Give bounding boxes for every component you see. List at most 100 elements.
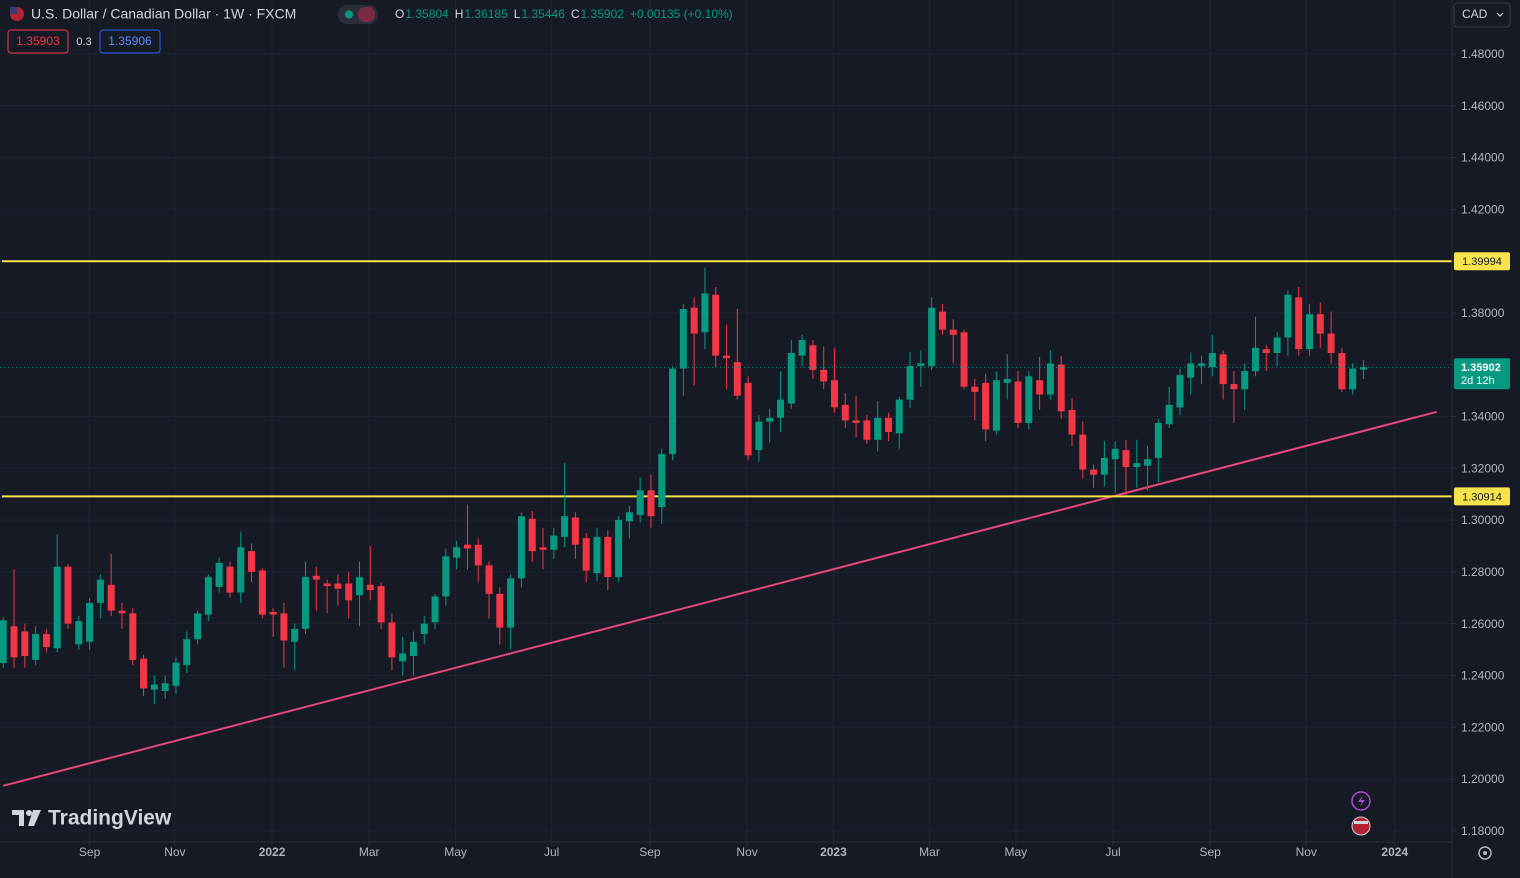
candle-body xyxy=(463,544,471,549)
candle-body xyxy=(712,294,720,356)
candle-body xyxy=(302,577,310,629)
buy-price[interactable]: 1.35906 xyxy=(108,34,152,48)
ohlc-value: 1.36185 xyxy=(464,7,508,21)
candle-body xyxy=(312,575,320,580)
candle-body xyxy=(874,417,882,440)
candle-body xyxy=(485,565,493,594)
candle-body xyxy=(852,420,860,423)
candle-body xyxy=(798,340,806,356)
candle-body xyxy=(204,577,212,615)
candle-body xyxy=(150,684,158,690)
candle-body xyxy=(733,362,741,396)
candle-body xyxy=(1359,367,1367,370)
candle-body xyxy=(820,369,828,382)
x-tick-label: Sep xyxy=(79,845,101,859)
brand[interactable]: TradingView xyxy=(12,807,172,830)
candle-body xyxy=(409,641,417,657)
countdown: 2d 12h xyxy=(1461,375,1495,387)
x-tick-label: Mar xyxy=(919,845,940,859)
candle-body xyxy=(895,399,903,434)
currency-select[interactable]: CAD xyxy=(1453,2,1511,28)
market-status xyxy=(345,10,353,19)
candle-body xyxy=(53,566,61,649)
sell-button[interactable] xyxy=(7,29,69,54)
candle-body xyxy=(1165,404,1173,425)
candle-body xyxy=(723,355,731,359)
candle-body xyxy=(582,538,590,571)
axes: 1.18000 1.20000 1.22000 1.24000 1.26000 1.280… xyxy=(79,47,1510,859)
candle-body xyxy=(625,512,633,522)
candle-body xyxy=(1025,376,1033,423)
buy-button[interactable] xyxy=(99,29,161,54)
candle-body xyxy=(517,516,525,579)
candle-body xyxy=(755,421,763,451)
candle-body xyxy=(334,583,342,589)
candle-body xyxy=(561,516,569,537)
ohlc-value: 1.35446 xyxy=(521,7,565,21)
candle-body xyxy=(1003,378,1011,383)
candle-body xyxy=(777,399,785,418)
candle-body xyxy=(453,547,461,558)
last-price-label: 1.35902 xyxy=(1461,362,1501,374)
candle-body xyxy=(550,535,558,550)
x-tick-label: Mar xyxy=(359,845,380,859)
candle-body xyxy=(1154,422,1162,458)
candle-body xyxy=(571,517,579,545)
trendline xyxy=(2,410,1438,787)
x-tick-label: Nov xyxy=(164,845,185,859)
brand-logo xyxy=(12,810,24,826)
candle-body xyxy=(884,417,892,433)
ohlc-key: H xyxy=(455,7,464,21)
change: +0.00135 (+0.10%) xyxy=(630,7,733,21)
x-tick-label: Sep xyxy=(639,845,661,859)
candle-body xyxy=(107,584,115,611)
candle-body xyxy=(42,634,50,647)
alert-icon[interactable] xyxy=(1351,791,1371,811)
candle-body xyxy=(442,556,450,597)
candle-body xyxy=(345,583,353,601)
settings-icon-core xyxy=(1483,851,1487,855)
x-tick-label: May xyxy=(444,845,467,859)
candle-body xyxy=(1230,384,1238,390)
sell-price[interactable]: 1.35903 xyxy=(16,34,60,48)
x-tick-label: 2024 xyxy=(1381,845,1408,859)
candle-body xyxy=(1046,363,1054,395)
candle-body xyxy=(1284,294,1292,338)
candle-body xyxy=(291,628,299,642)
candle-body xyxy=(431,596,439,623)
symbol-title[interactable]: U.S. Dollar / Canadian Dollar · 1W · FXC… xyxy=(31,6,296,22)
candle-body xyxy=(1295,297,1303,350)
candle-body xyxy=(841,404,849,421)
candle-body xyxy=(194,613,202,640)
candle-body xyxy=(366,584,374,590)
currency[interactable]: CAD xyxy=(1462,7,1488,21)
currency-box[interactable] xyxy=(1453,2,1511,28)
x-tick-label: 2023 xyxy=(820,845,847,859)
candle-body xyxy=(474,544,482,566)
candle-body xyxy=(636,490,644,515)
y-tick-label: 1.30000 xyxy=(1461,513,1505,527)
candle-body xyxy=(388,622,396,658)
ohlc-key: C xyxy=(571,7,580,21)
candle-body xyxy=(161,683,169,692)
candle-body xyxy=(539,547,547,550)
y-tick-label: 1.48000 xyxy=(1461,47,1505,61)
candle-body xyxy=(86,602,94,642)
candle-body xyxy=(1133,463,1141,467)
level-label: 1.30914 xyxy=(1462,491,1502,503)
settings-icon[interactable] xyxy=(1478,846,1492,860)
candle-body xyxy=(377,586,385,623)
candle-body xyxy=(269,612,277,615)
y-tick-label: 1.44000 xyxy=(1461,151,1505,165)
candle-body xyxy=(1014,381,1022,423)
candle-body xyxy=(992,380,1000,431)
events-icon[interactable] xyxy=(1351,816,1371,836)
candle-body xyxy=(863,420,871,440)
candle-body xyxy=(1219,354,1227,385)
candle-body xyxy=(1208,353,1216,368)
candle-body xyxy=(118,610,126,614)
x-tick-label: 2022 xyxy=(259,845,286,859)
candle-body xyxy=(701,293,709,333)
candle-body xyxy=(1316,314,1324,334)
